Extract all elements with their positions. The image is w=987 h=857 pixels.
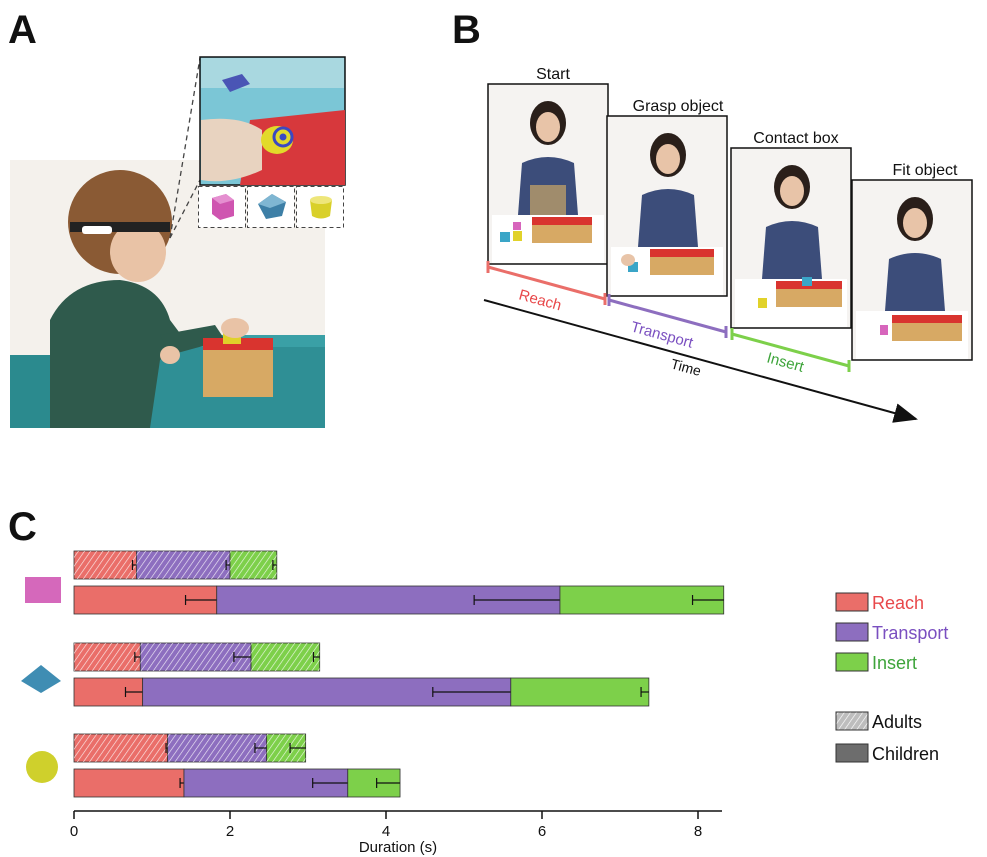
phase-label-transport: Transport: [629, 318, 696, 352]
legend-swatch-adults: [835, 711, 869, 731]
legend-label-insert: Insert: [872, 653, 917, 673]
yellow-cylinder-icon: [310, 196, 332, 219]
x-tick-label-4: 4: [382, 823, 390, 840]
error-bar-blue-diamond-children-transport: [432, 687, 511, 697]
blue-diamond-icon: [21, 665, 61, 693]
error-bar-blue-diamond-adults-reach: [134, 652, 141, 662]
legend-label-transport: Transport: [872, 623, 948, 643]
error-bar-pink-cube-adults-transport: [225, 560, 230, 570]
x-axis-label: Duration (s): [359, 839, 437, 856]
legend-swatch-insert: [835, 652, 869, 672]
error-bar-blue-diamond-children-insert: [640, 687, 649, 697]
bar-pink-cube-adults-insert-hatch: [230, 551, 277, 579]
error-bar-pink-cube-adults-reach: [131, 560, 137, 570]
phase-bracket-insert: Insert: [730, 328, 851, 376]
panel-letter-c: C: [8, 505, 37, 549]
error-bar-pink-cube-children-insert: [691, 595, 724, 605]
legend-label-reach: Reach: [872, 593, 924, 613]
bar-yellow-circle-children-reach: [73, 768, 185, 798]
x-tick-label-0: 0: [70, 823, 78, 840]
error-bar-pink-cube-adults-insert: [272, 560, 277, 570]
x-tick-label-6: 6: [538, 823, 546, 840]
bar-yellow-circle-adults-transport-hatch: [167, 734, 267, 762]
pink-cube-icon: [212, 194, 234, 220]
x-tick-label-8: 8: [694, 823, 702, 840]
frame-title-start: Start: [536, 66, 570, 83]
duration-chart: 0 2 4 6 8 Duration (s) Reach Transport Inser…: [21, 550, 948, 856]
error-bar-yellow-circle-children-insert: [376, 778, 401, 788]
x-tick-label-2: 2: [226, 823, 234, 840]
error-bar-yellow-circle-children-reach: [179, 778, 184, 788]
legend-swatch-children: [835, 743, 869, 763]
frame-title-grasp: Grasp object: [633, 98, 724, 115]
bar-yellow-circle-adults-reach-hatch: [74, 734, 168, 762]
panel-letter-a: A: [8, 8, 37, 52]
bar-pink-cube-adults-reach-hatch: [74, 551, 137, 579]
error-bar-blue-diamond-children-reach: [124, 687, 143, 697]
bars-layer: [73, 550, 725, 798]
yellow-circle-icon: [26, 751, 58, 783]
time-arrow: [483, 299, 918, 423]
error-bar-pink-cube-children-transport: [473, 595, 560, 605]
frame-title-fit: Fit object: [893, 162, 958, 179]
frame-title-contact: Contact box: [753, 130, 838, 147]
gaze-inset: [169, 56, 346, 239]
phase-bracket-transport: Transport: [607, 294, 728, 352]
frame-contact: [730, 147, 852, 329]
bar-blue-diamond-adults-transport-hatch: [140, 643, 252, 671]
error-bar-yellow-circle-children-transport: [312, 778, 348, 788]
legend-label-children: Children: [872, 744, 939, 764]
time-label: Time: [669, 355, 703, 379]
frame-fit: [851, 179, 973, 361]
error-bar-yellow-circle-adults-insert: [289, 743, 306, 753]
bar-blue-diamond-children-insert: [510, 677, 650, 707]
timeline-figure: Start Grasp object Contact box Fit objec…: [483, 66, 973, 423]
legend-swatch-reach: [835, 592, 869, 612]
pink-rect-icon: [25, 577, 61, 603]
child-photo: [10, 160, 325, 428]
legend-label-adults: Adults: [872, 712, 922, 732]
legend-swatch-transport: [835, 622, 869, 642]
bar-blue-diamond-adults-insert-hatch: [251, 643, 320, 671]
error-bar-pink-cube-children-reach: [184, 595, 217, 605]
bar-blue-diamond-adults-reach-hatch: [74, 643, 141, 671]
error-bar-blue-diamond-adults-transport: [233, 652, 252, 662]
panel-letter-b: B: [452, 8, 481, 52]
object-thumbnails: [198, 186, 344, 228]
x-ticks: 0 2 4 6 8: [70, 811, 702, 840]
frame-grasp: [606, 115, 728, 297]
legend: Reach Transport Insert Adults Children: [835, 592, 948, 764]
error-bar-yellow-circle-adults-transport: [254, 743, 267, 753]
error-bar-blue-diamond-adults-insert: [312, 652, 320, 662]
bar-pink-cube-adults-transport-hatch: [136, 551, 230, 579]
blue-prism-icon: [258, 194, 286, 219]
frame-start: [487, 83, 609, 265]
